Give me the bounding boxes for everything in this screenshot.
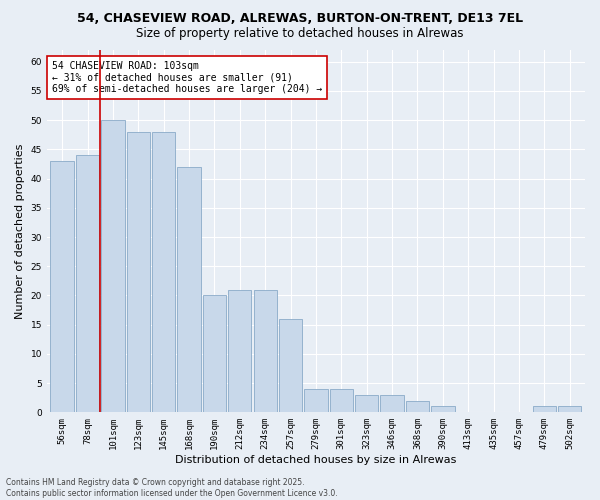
Bar [533,406,556,412]
Bar [329,389,353,412]
X-axis label: Distribution of detached houses by size in Alrewas: Distribution of detached houses by size … [175,455,457,465]
Bar [558,406,581,412]
Bar [304,389,328,412]
Bar [178,167,201,412]
Bar [127,132,150,412]
Bar [50,161,74,412]
Text: Size of property relative to detached houses in Alrewas: Size of property relative to detached ho… [136,28,464,40]
Bar [76,155,99,412]
Text: Contains HM Land Registry data © Crown copyright and database right 2025.
Contai: Contains HM Land Registry data © Crown c… [6,478,338,498]
Bar [203,296,226,412]
Bar [279,319,302,412]
Text: 54, CHASEVIEW ROAD, ALREWAS, BURTON-ON-TRENT, DE13 7EL: 54, CHASEVIEW ROAD, ALREWAS, BURTON-ON-T… [77,12,523,26]
Bar [431,406,455,412]
Bar [355,395,379,412]
Text: 54 CHASEVIEW ROAD: 103sqm
← 31% of detached houses are smaller (91)
69% of semi-: 54 CHASEVIEW ROAD: 103sqm ← 31% of detac… [52,61,323,94]
Bar [254,290,277,412]
Bar [152,132,175,412]
Bar [406,400,429,412]
Y-axis label: Number of detached properties: Number of detached properties [15,144,25,319]
Bar [101,120,125,412]
Bar [380,395,404,412]
Bar [228,290,251,412]
